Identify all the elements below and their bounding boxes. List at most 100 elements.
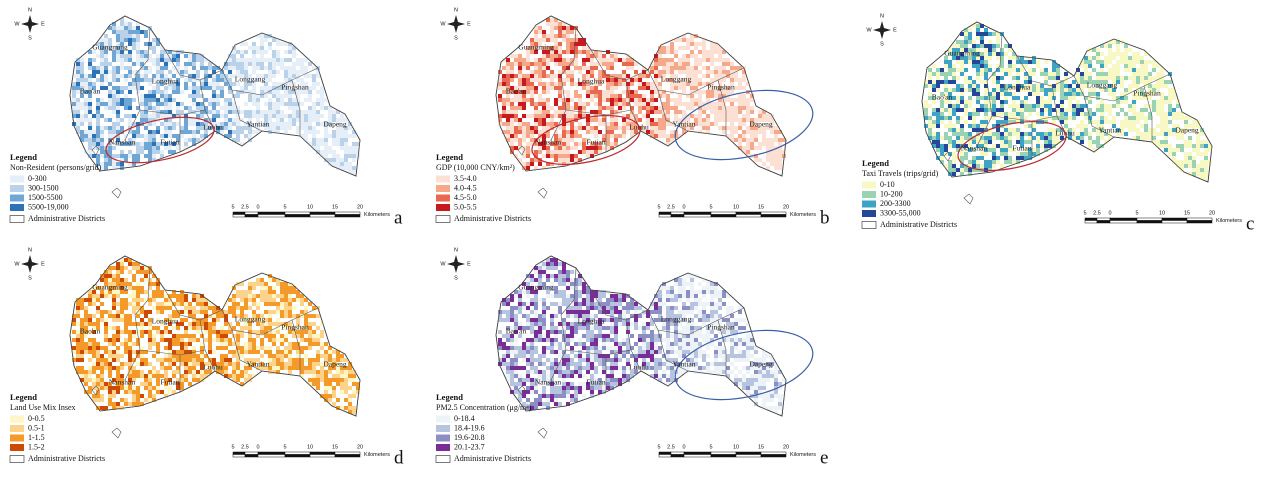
grid-cell xyxy=(976,76,980,80)
grid-cell xyxy=(578,126,582,130)
grid-cell xyxy=(686,46,690,50)
grid-cell xyxy=(1004,112,1008,116)
grid-cell xyxy=(244,58,248,62)
grid-cell xyxy=(200,346,204,350)
grid-cell xyxy=(80,66,84,70)
grid-cell xyxy=(710,122,714,126)
grid-cell xyxy=(284,362,288,366)
grid-cell xyxy=(76,302,80,306)
grid-cell xyxy=(136,90,140,94)
grid-cell xyxy=(208,350,212,354)
grid-cell xyxy=(92,378,96,382)
district-label: Longgang xyxy=(235,75,266,84)
grid-cell xyxy=(550,122,554,126)
grid-cell xyxy=(1084,64,1088,68)
grid-cell xyxy=(80,74,84,78)
grid-cell xyxy=(948,120,952,124)
grid-cell xyxy=(100,114,104,118)
grid-cell xyxy=(88,386,92,390)
grid-cell xyxy=(112,110,116,114)
grid-cell xyxy=(952,108,956,112)
grid-cell xyxy=(972,44,976,48)
grid-cell xyxy=(1020,136,1024,140)
grid-cell xyxy=(562,118,566,122)
grid-cell xyxy=(630,78,634,82)
grid-cell xyxy=(252,66,256,70)
grid-cell xyxy=(208,330,212,334)
grid-cell xyxy=(236,122,240,126)
grid-cell xyxy=(96,102,100,106)
grid-cell xyxy=(272,126,276,130)
grid-cell xyxy=(1076,104,1080,108)
grid-cell xyxy=(550,82,554,86)
grid-cell xyxy=(746,150,750,154)
grid-cell xyxy=(288,70,292,74)
grid-cell xyxy=(332,154,336,158)
grid-cell xyxy=(88,134,92,138)
grid-cell xyxy=(706,98,710,102)
grid-cell xyxy=(988,64,992,68)
grid-cell xyxy=(1132,116,1136,120)
grid-cell xyxy=(308,110,312,114)
grid-cell xyxy=(312,138,316,142)
grid-cell xyxy=(518,126,522,130)
grid-cell xyxy=(176,62,180,66)
grid-cell xyxy=(80,350,84,354)
grid-cell xyxy=(1016,156,1020,160)
scale-label: 5 xyxy=(657,204,660,210)
grid-cell xyxy=(164,370,168,374)
grid-cell xyxy=(184,318,188,322)
grid-cell xyxy=(96,78,100,82)
grid-cell xyxy=(236,58,240,62)
grid-cell xyxy=(180,110,184,114)
grid-cell xyxy=(662,50,666,54)
grid-cell xyxy=(1024,116,1028,120)
grid-cell xyxy=(1040,144,1044,148)
grid-cell xyxy=(124,106,128,110)
grid-cell xyxy=(534,110,538,114)
grid-cell xyxy=(542,110,546,114)
grid-cell xyxy=(928,132,932,136)
grid-cell xyxy=(1000,132,1004,136)
grid-cell xyxy=(268,290,272,294)
grid-cell xyxy=(1140,80,1144,84)
grid-cell xyxy=(1204,168,1208,172)
grid-cell xyxy=(746,102,750,106)
grid-cell xyxy=(662,122,666,126)
grid-cell xyxy=(192,74,196,78)
grid-cell xyxy=(984,52,988,56)
grid-cell xyxy=(1160,72,1164,76)
grid-cell xyxy=(168,122,172,126)
grid-cell xyxy=(1076,132,1080,136)
grid-cell xyxy=(542,166,546,170)
grid-cell xyxy=(590,62,594,66)
grid-cell xyxy=(1164,112,1168,116)
grid-cell xyxy=(116,326,120,330)
grid-cell xyxy=(100,66,104,70)
grid-cell xyxy=(328,150,332,154)
grid-cell xyxy=(1048,96,1052,100)
grid-cell xyxy=(682,86,686,90)
grid-cell xyxy=(88,62,92,66)
grid-cell xyxy=(1060,116,1064,120)
grid-cell xyxy=(116,370,120,374)
grid-cell xyxy=(734,138,738,142)
grid-cell xyxy=(742,98,746,102)
grid-cell xyxy=(988,52,992,56)
grid-cell xyxy=(1108,56,1112,60)
grid-cell xyxy=(1196,140,1200,144)
grid-cell xyxy=(694,78,698,82)
grid-cell xyxy=(76,126,80,130)
grid-cell xyxy=(614,138,618,142)
grid-cell xyxy=(1044,92,1048,96)
grid-cell xyxy=(992,100,996,104)
grid-cell xyxy=(1000,136,1004,140)
grid-cell xyxy=(606,138,610,142)
grid-cell xyxy=(506,66,510,70)
grid-cell xyxy=(108,294,112,298)
grid-cell xyxy=(136,134,140,138)
grid-cell xyxy=(964,120,968,124)
grid-cell xyxy=(992,132,996,136)
grid-cell xyxy=(72,106,76,110)
scale-label: 5 xyxy=(1083,210,1086,216)
